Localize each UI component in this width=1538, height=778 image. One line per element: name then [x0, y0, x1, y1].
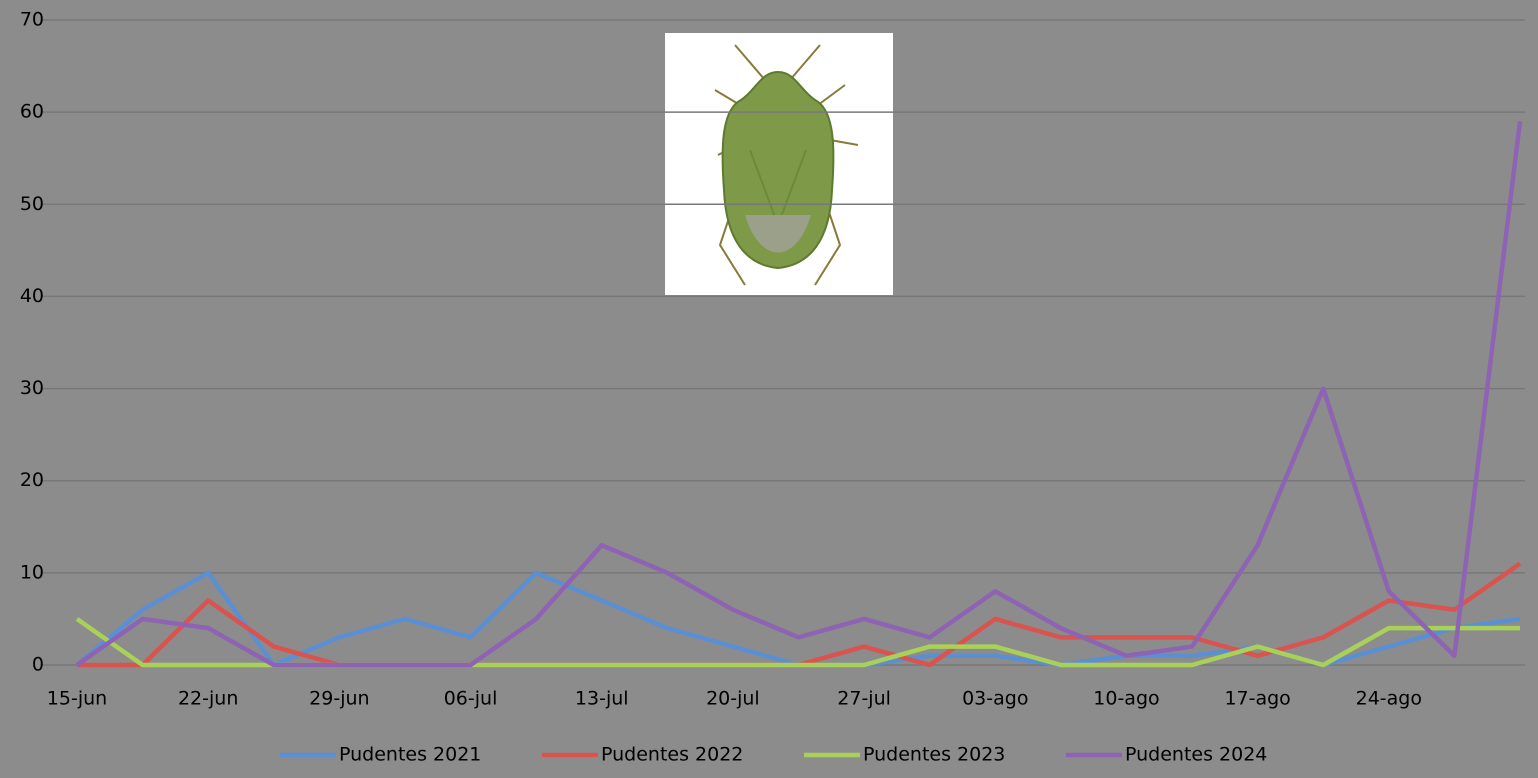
x-tick-label: 10-ago — [1093, 688, 1159, 710]
y-tick-label: 10 — [20, 561, 44, 583]
legend-label: Pudentes 2022 — [601, 744, 743, 766]
x-tick-label: 15-jun — [47, 688, 107, 710]
x-tick-label: 13-jul — [575, 688, 629, 710]
y-tick-label: 60 — [20, 101, 44, 123]
y-tick-label: 30 — [20, 377, 44, 399]
x-tick-label: 29-jun — [309, 688, 369, 710]
x-tick-label: 03-ago — [962, 688, 1028, 710]
legend-label: Pudentes 2024 — [1125, 744, 1267, 766]
x-tick-label: 24-ago — [1356, 688, 1422, 710]
y-tick-label: 70 — [20, 9, 44, 31]
x-tick-label: 06-jul — [444, 688, 498, 710]
series-line — [75, 121, 1523, 668]
y-tick-label: 50 — [20, 193, 44, 215]
x-tick-label: 27-jul — [837, 688, 891, 710]
legend-label: Pudentes 2021 — [339, 744, 481, 766]
y-tick-label: 20 — [20, 469, 44, 491]
y-tick-label: 40 — [20, 285, 44, 307]
series-line — [77, 561, 1522, 668]
legend-label: Pudentes 2023 — [863, 744, 1005, 766]
x-tick-label: 20-jul — [706, 688, 760, 710]
stink-bug-image — [665, 33, 893, 295]
x-tick-label: 17-ago — [1224, 688, 1290, 710]
x-tick-label: 22-jun — [178, 688, 238, 710]
y-tick-label: 0 — [32, 654, 44, 676]
